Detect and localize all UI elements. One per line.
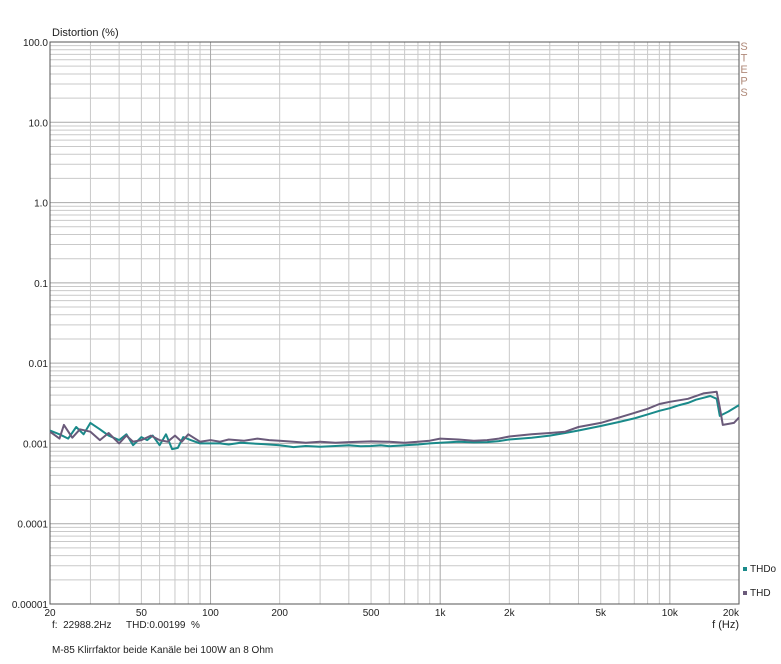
y-tick-label: 0.1: [34, 279, 48, 290]
x-tick-label: 5k: [595, 608, 607, 619]
legend: THDo THD: [743, 564, 777, 599]
legend-label: THD: [750, 588, 771, 599]
plot-frame: [49, 41, 740, 605]
x-tick-label: 1k: [435, 608, 447, 619]
x-tick-labels: 20 50 100 200 500 1k 2k 5k 10k 20k: [44, 608, 740, 619]
x-tick-label: 500: [363, 608, 380, 619]
side-label-letter: S: [740, 41, 747, 53]
y-tick-label: 0.0001: [17, 520, 48, 531]
x-axis-title: f (Hz): [712, 619, 739, 631]
y-tick-label: 10.0: [29, 118, 49, 129]
legend-label: THDo: [750, 564, 777, 575]
side-label-letter: S: [740, 87, 747, 99]
y-axis-title: Distortion (%): [52, 27, 119, 39]
x-tick-label: 20k: [723, 608, 740, 619]
legend-swatch: [743, 591, 747, 595]
y-tick-label: 0.01: [29, 359, 49, 370]
series-line-thd: [49, 390, 740, 445]
y-tick-label: 0.00001: [12, 600, 49, 611]
legend-swatch: [743, 567, 747, 571]
chart-caption: M-85 Klirrfaktor beide Kanäle bei 100W a…: [52, 645, 273, 656]
x-tick-label: 200: [271, 608, 288, 619]
x-tick-label: 50: [136, 608, 148, 619]
x-tick-label: 2k: [504, 608, 516, 619]
y-tick-labels: 100.0 10.0 1.0 0.1 0.01 0.001 0.0001 0.00001: [12, 38, 49, 611]
x-tick-label: 10k: [662, 608, 679, 619]
series-layer: [49, 390, 740, 451]
y-tick-label: 100.0: [23, 38, 48, 49]
side-label-letter: P: [740, 76, 747, 88]
x-tick-label: 20: [44, 608, 56, 619]
x-tick-label: 100: [202, 608, 219, 619]
frequency-readout: f: 22988.2Hz: [52, 620, 111, 631]
side-label-letter: T: [741, 53, 748, 65]
side-label-letter: E: [740, 64, 747, 76]
y-tick-label: 0.001: [23, 439, 48, 450]
grid: [50, 42, 739, 604]
y-tick-label: 1.0: [34, 199, 48, 210]
thd-readout: THD:0.00199 %: [126, 620, 200, 631]
